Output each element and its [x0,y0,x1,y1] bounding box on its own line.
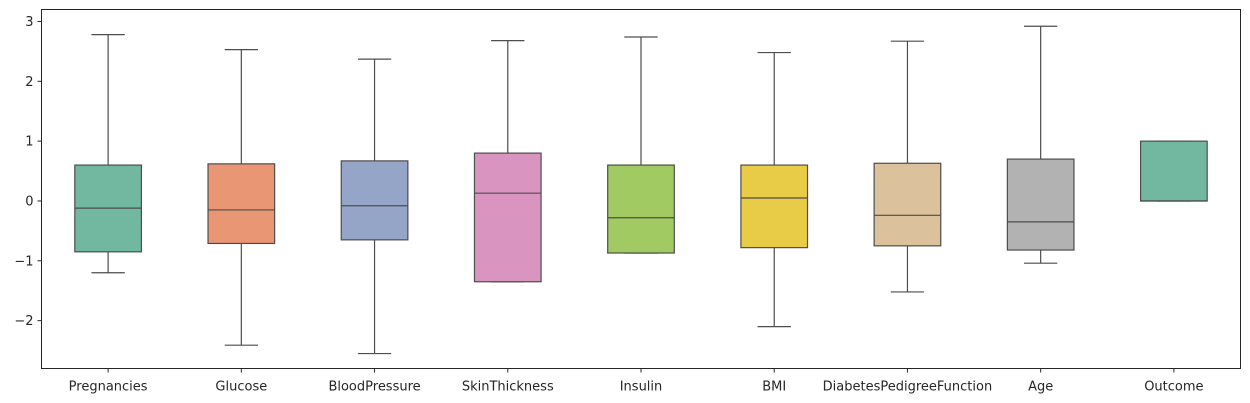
x-tick-label: Insulin [620,380,663,395]
box-group [74,34,143,274]
x-tick-label: SkinThickness [462,380,554,395]
box-group [740,51,809,328]
box-group [340,58,409,355]
box-group [207,48,276,346]
x-tick-label: BMI [762,380,786,395]
box-group [1139,140,1208,202]
box-group [607,36,675,254]
x-tick-label: Pregnancies [69,380,148,395]
y-tick-label: 2 [25,75,33,90]
box [473,152,542,283]
box-group [873,40,942,293]
box [607,164,675,254]
x-tick-label: DiabetesPedigreeFunction [823,380,993,395]
box [1139,140,1208,202]
x-tick-label: BloodPressure [328,380,420,395]
box-group [1006,25,1075,264]
box-group [473,40,542,283]
box [207,163,276,245]
y-axis: 3 2 1 0 −1 −2 [14,15,42,329]
boxes-layer [74,25,1208,355]
y-tick-label: 3 [25,15,33,30]
y-tick-label: 0 [25,194,33,209]
y-tick-label: 1 [25,135,33,150]
plot-frame [41,9,1241,369]
box [1006,158,1075,251]
box [340,160,409,241]
box [873,162,942,247]
y-tick-label: −1 [14,254,33,269]
box [740,164,809,249]
y-tick-label: −2 [14,314,33,329]
x-tick-label: Age [1028,380,1053,395]
x-tick-label: Outcome [1144,380,1203,395]
x-axis: Pregnancies Glucose BloodPressure SkinThick… [69,368,1204,395]
x-tick-label: Glucose [215,380,267,395]
